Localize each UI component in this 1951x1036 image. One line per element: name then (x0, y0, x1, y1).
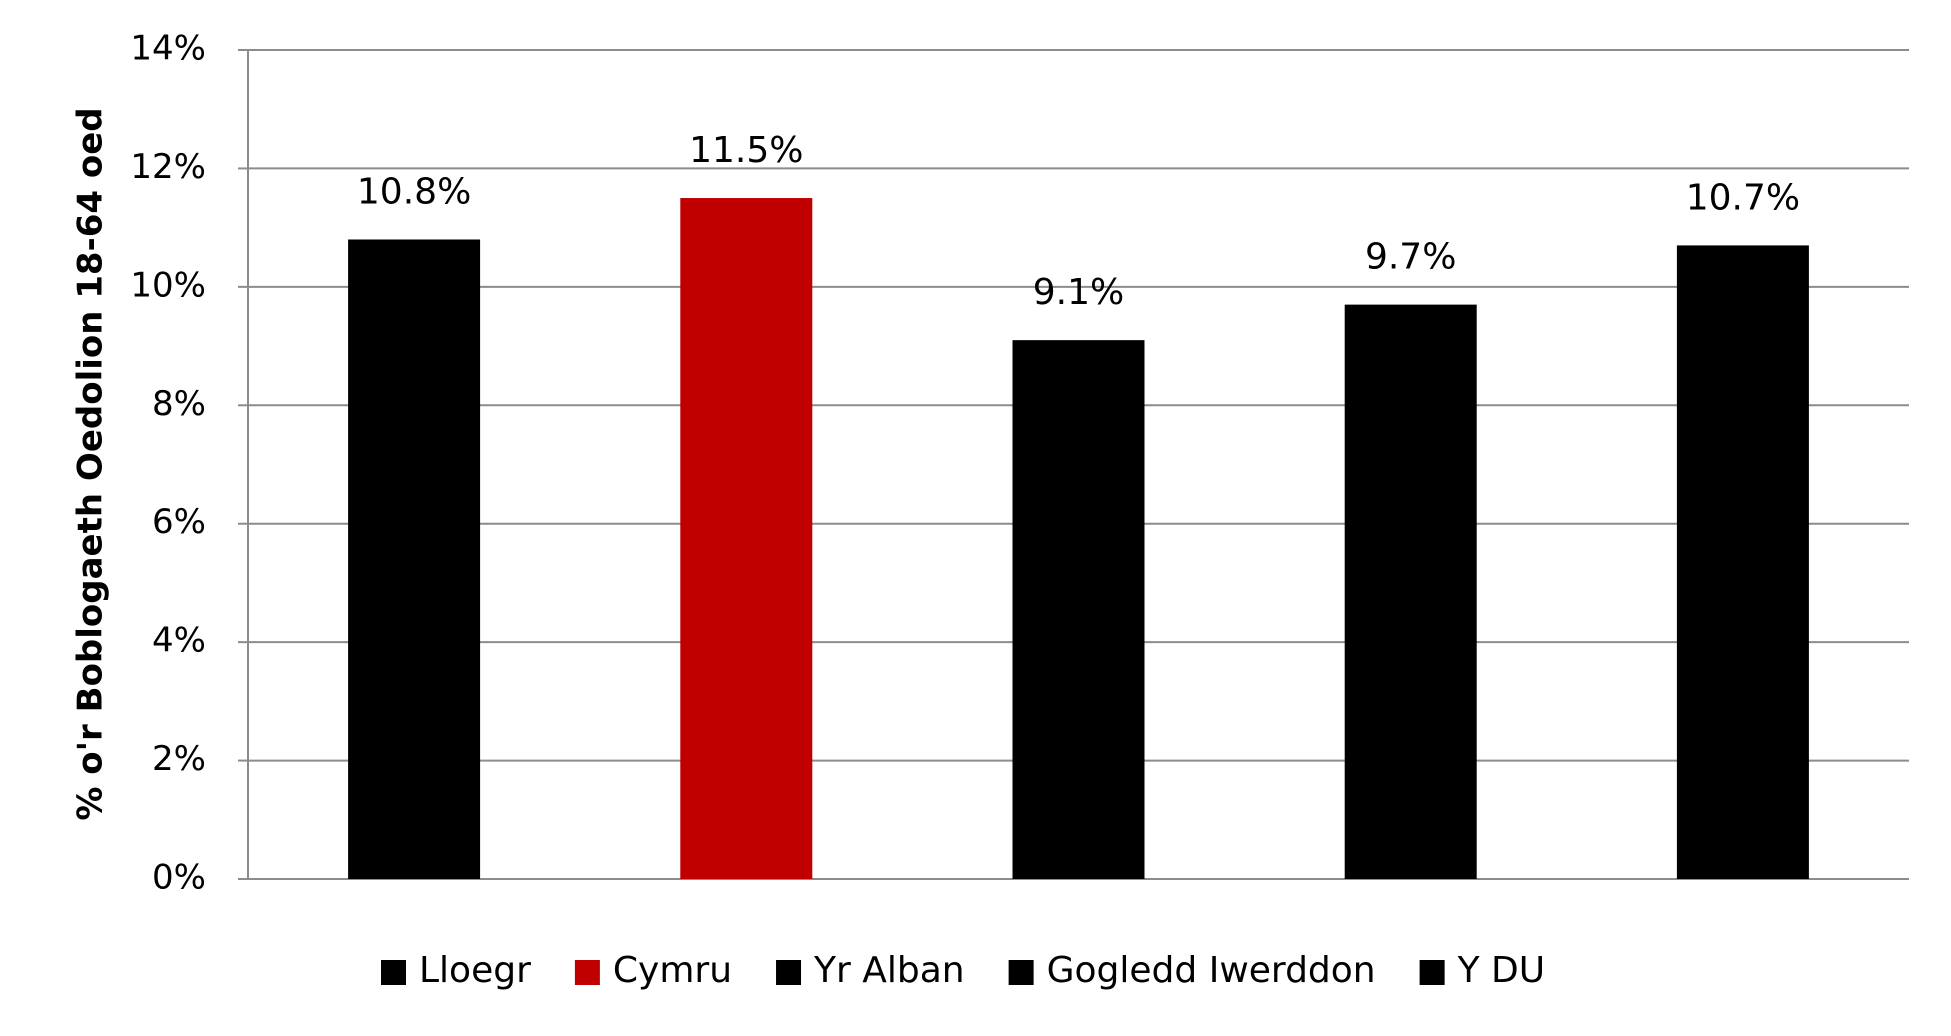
y-tick-label: 6% (152, 502, 206, 542)
legend-swatch (1008, 960, 1034, 985)
data-label: 10.8% (357, 171, 471, 212)
y-axis-title: % o'r Boblogaeth Oedolion 18-64 oed (71, 107, 111, 820)
y-tick-label: 8% (152, 384, 206, 424)
legend-swatch (776, 960, 802, 985)
data-label: 9.7% (1365, 237, 1456, 278)
bar (348, 239, 481, 879)
bar (1676, 245, 1809, 879)
data-label: 11.5% (689, 130, 803, 171)
data-label: 9.1% (1033, 272, 1124, 313)
legend-label: Y DU (1457, 950, 1546, 991)
y-tick-label: 10% (130, 265, 206, 305)
legend-label: Gogledd Iwerddon (1047, 950, 1376, 991)
legend-swatch (574, 960, 600, 985)
legend-label: Cymru (613, 950, 732, 991)
bar (1012, 340, 1145, 879)
bar (1344, 304, 1477, 879)
legend-swatch (1419, 960, 1445, 985)
legend-label: Lloegr (419, 950, 531, 991)
y-tick-label: 14% (130, 29, 206, 69)
y-tick-label: 12% (130, 147, 206, 187)
bar (680, 198, 813, 880)
legend-label: Yr Alban (813, 950, 965, 991)
y-tick-label: 4% (152, 621, 206, 661)
data-label: 10.7% (1686, 177, 1800, 218)
y-tick-label: 2% (152, 739, 206, 779)
legend-swatch (381, 960, 406, 985)
y-tick-label: 0% (152, 858, 206, 898)
